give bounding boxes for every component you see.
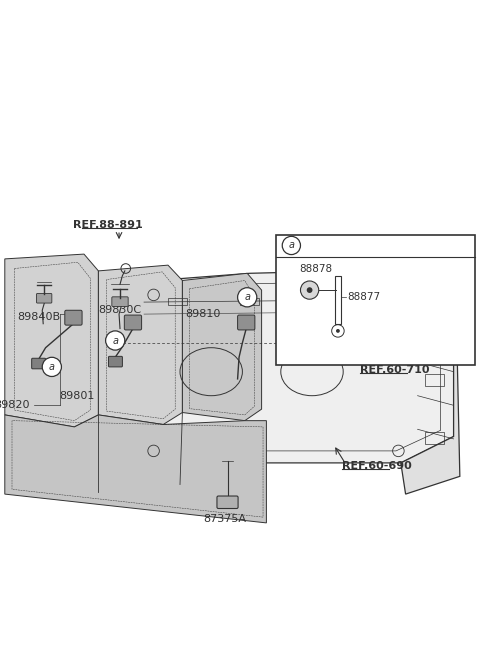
- Polygon shape: [5, 415, 266, 523]
- Circle shape: [282, 237, 300, 254]
- Bar: [346, 298, 365, 306]
- Circle shape: [336, 329, 340, 333]
- Bar: [240, 298, 259, 306]
- Text: a: a: [288, 240, 294, 250]
- Text: REF.88-891: REF.88-891: [73, 220, 143, 231]
- Polygon shape: [401, 278, 460, 494]
- Text: 89801: 89801: [59, 391, 95, 401]
- Text: a: a: [49, 362, 55, 372]
- Text: REF.60-690: REF.60-690: [342, 461, 411, 471]
- Text: REF.60-710: REF.60-710: [360, 365, 430, 375]
- Circle shape: [300, 281, 319, 299]
- Bar: [425, 432, 444, 443]
- Text: 88877: 88877: [347, 292, 380, 302]
- Circle shape: [42, 357, 61, 376]
- FancyBboxPatch shape: [32, 358, 46, 369]
- Bar: [425, 374, 444, 386]
- FancyBboxPatch shape: [217, 496, 238, 509]
- Text: a: a: [112, 336, 118, 346]
- Bar: [335, 276, 341, 324]
- FancyBboxPatch shape: [108, 356, 122, 367]
- Text: 87375A: 87375A: [203, 514, 246, 524]
- Bar: [276, 235, 475, 365]
- Text: 89810: 89810: [185, 309, 221, 319]
- Polygon shape: [125, 271, 454, 463]
- Polygon shape: [98, 265, 182, 424]
- Text: 89820: 89820: [0, 400, 30, 411]
- FancyBboxPatch shape: [65, 310, 82, 325]
- Circle shape: [106, 331, 125, 350]
- Circle shape: [238, 288, 257, 307]
- Text: a: a: [244, 292, 250, 302]
- Bar: [425, 307, 444, 319]
- Polygon shape: [5, 254, 98, 427]
- FancyBboxPatch shape: [36, 294, 52, 303]
- Text: 89830C: 89830C: [98, 306, 142, 315]
- Bar: [168, 298, 187, 306]
- Polygon shape: [182, 273, 262, 420]
- Circle shape: [307, 287, 312, 293]
- FancyBboxPatch shape: [238, 315, 255, 330]
- Text: 89840B: 89840B: [17, 311, 60, 321]
- FancyBboxPatch shape: [112, 297, 128, 306]
- FancyBboxPatch shape: [124, 315, 142, 330]
- Text: 88878: 88878: [299, 265, 332, 275]
